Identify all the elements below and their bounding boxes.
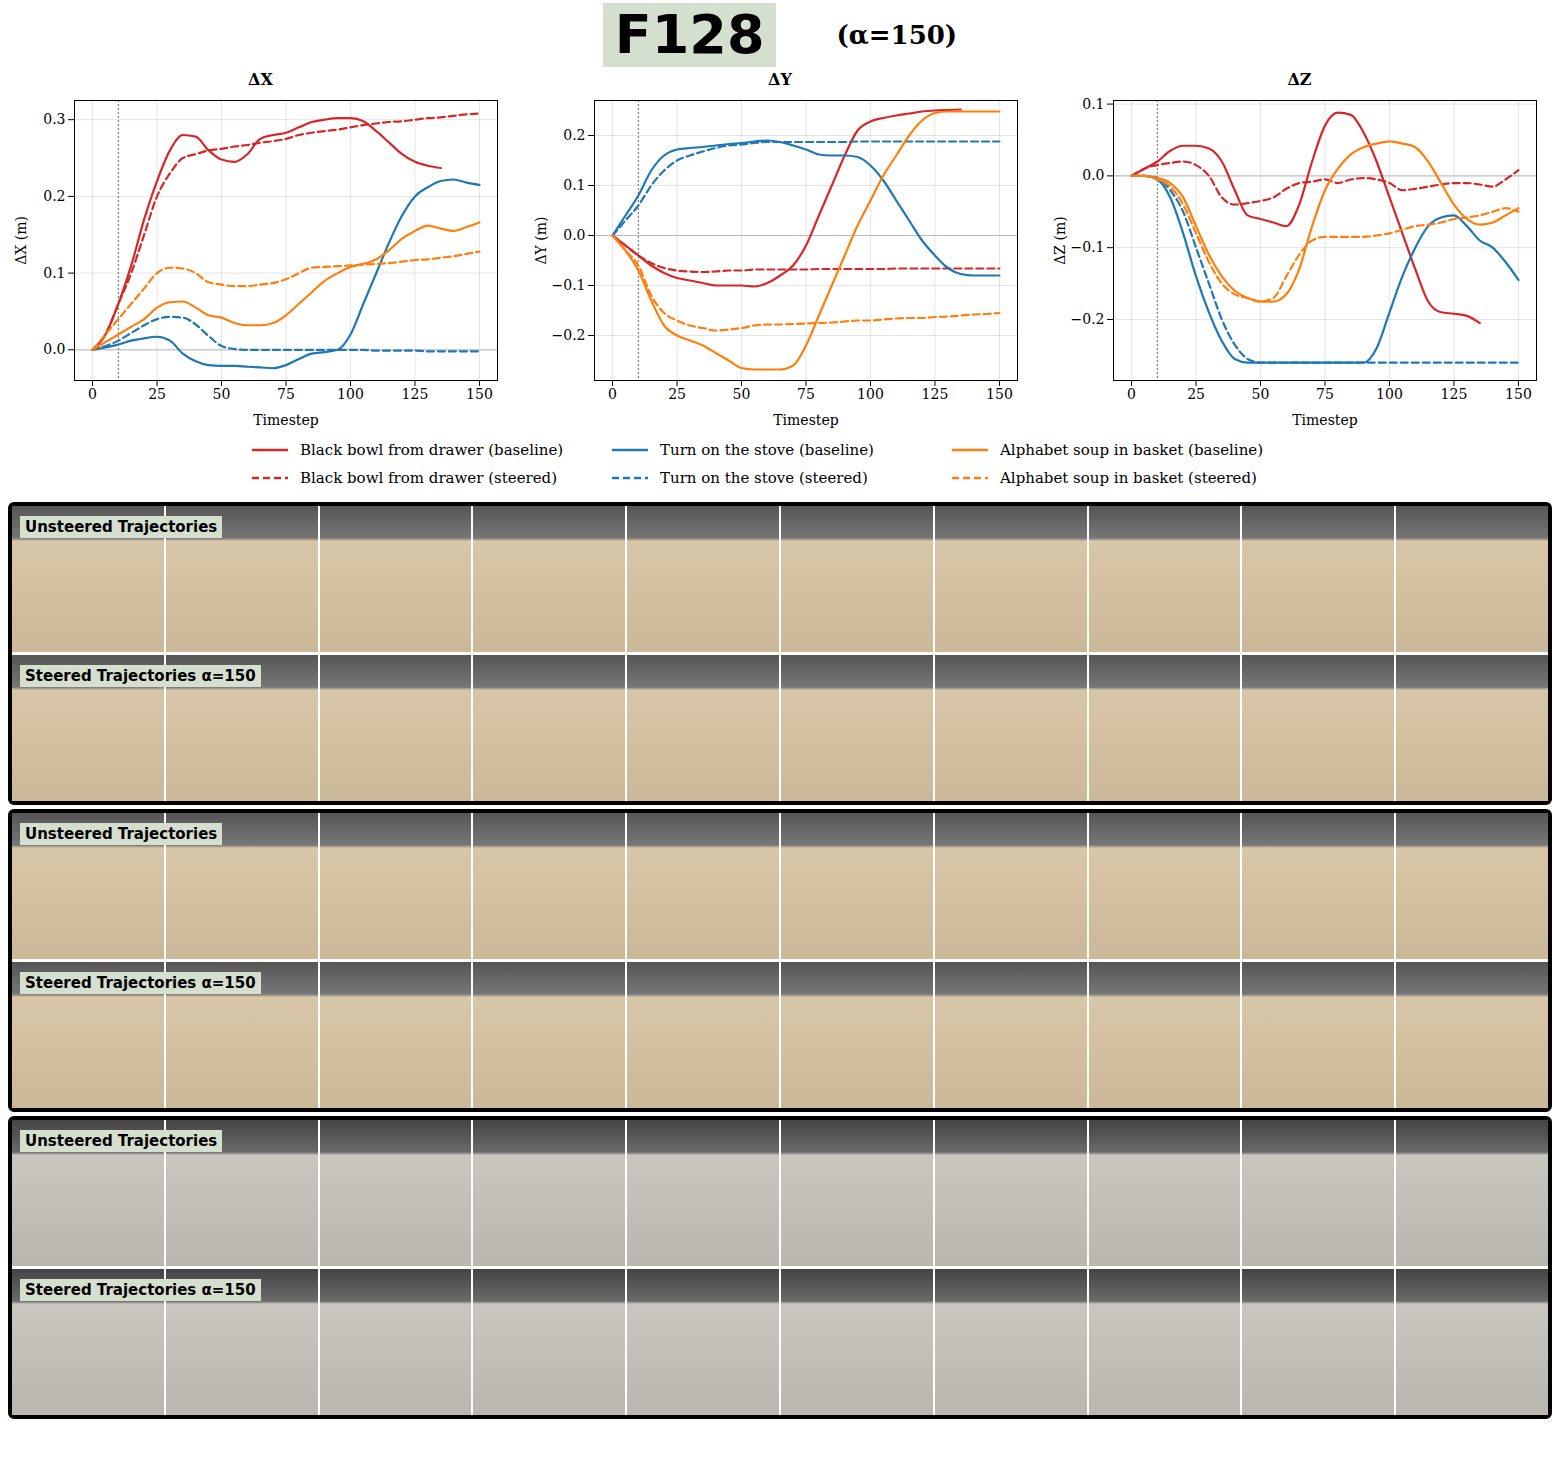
svg-text:0: 0 — [608, 386, 617, 402]
svg-text:ΔZ (m): ΔZ (m) — [1052, 216, 1068, 265]
html-text:F128: F128 — [614, 3, 765, 66]
html-text:Steered Trajectories α=150: Steered Trajectories α=150 — [25, 974, 256, 992]
svg-text:50: 50 — [732, 386, 750, 402]
html-text:Steered Trajectories α=150: Steered Trajectories α=150 — [25, 667, 256, 685]
svg-text:0.1: 0.1 — [563, 177, 585, 193]
svg-text:100: 100 — [337, 386, 364, 402]
html-text:(α=150): (α=150) — [836, 20, 958, 50]
svg-text:150: 150 — [466, 386, 493, 402]
html-text:ΔZ: ΔZ — [1287, 70, 1312, 89]
svg-text:75: 75 — [277, 386, 295, 402]
svg-text:0.2: 0.2 — [43, 188, 65, 204]
html-text:Alphabet soup in basket (steer: Alphabet soup in basket (steered) — [1000, 469, 1257, 487]
html-text:Unsteered Trajectories: Unsteered Trajectories — [25, 1132, 218, 1150]
svg-text:Timestep: Timestep — [253, 412, 318, 428]
svg-text:ΔY (m): ΔY (m) — [533, 216, 549, 264]
svg-text:150: 150 — [986, 386, 1013, 402]
svg-text:−0.1: −0.1 — [1071, 239, 1105, 255]
svg-text:Timestep: Timestep — [1292, 412, 1357, 428]
svg-text:150: 150 — [1505, 386, 1532, 402]
html-text:Turn on the stove (baseline): Turn on the stove (baseline) — [660, 441, 874, 459]
html-text:Unsteered Trajectories: Unsteered Trajectories — [25, 518, 218, 536]
svg-text:0.0: 0.0 — [43, 341, 65, 357]
svg-text:25: 25 — [148, 386, 166, 402]
svg-text:ΔX (m): ΔX (m) — [13, 216, 29, 265]
svg-text:0: 0 — [1127, 386, 1136, 402]
html-text:Steered Trajectories α=150: Steered Trajectories α=150 — [25, 1281, 256, 1299]
svg-text:0.2: 0.2 — [563, 127, 585, 143]
svg-text:Timestep: Timestep — [773, 412, 838, 428]
svg-text:0.3: 0.3 — [43, 111, 65, 127]
svg-text:75: 75 — [1316, 386, 1334, 402]
svg-text:125: 125 — [921, 386, 948, 402]
html-text:ΔY: ΔY — [768, 70, 792, 89]
svg-text:125: 125 — [1441, 386, 1468, 402]
svg-text:−0.1: −0.1 — [551, 277, 585, 293]
html-text:Turn on the stove (steered): Turn on the stove (steered) — [660, 469, 868, 487]
svg-text:0.0: 0.0 — [563, 227, 585, 243]
svg-text:100: 100 — [857, 386, 884, 402]
html-text:Alphabet soup in basket (basel: Alphabet soup in basket (baseline) — [1000, 441, 1264, 459]
svg-text:25: 25 — [1187, 386, 1205, 402]
svg-text:75: 75 — [797, 386, 815, 402]
html-text:ΔX: ΔX — [248, 70, 273, 89]
svg-text:−0.2: −0.2 — [1071, 311, 1105, 327]
html-text:Black bowl from drawer (baseli: Black bowl from drawer (baseline) — [300, 441, 564, 459]
svg-text:−0.2: −0.2 — [551, 327, 585, 343]
svg-text:100: 100 — [1376, 386, 1403, 402]
svg-text:0.0: 0.0 — [1082, 167, 1104, 183]
svg-text:0.1: 0.1 — [1082, 96, 1104, 112]
svg-text:25: 25 — [668, 386, 686, 402]
svg-text:125: 125 — [402, 386, 429, 402]
svg-text:0.1: 0.1 — [43, 265, 65, 281]
svg-text:0: 0 — [88, 386, 97, 402]
html-text:Unsteered Trajectories: Unsteered Trajectories — [25, 825, 218, 843]
svg-text:50: 50 — [213, 386, 231, 402]
html-text:Black bowl from drawer (steere: Black bowl from drawer (steered) — [300, 469, 557, 487]
svg-text:50: 50 — [1252, 386, 1270, 402]
